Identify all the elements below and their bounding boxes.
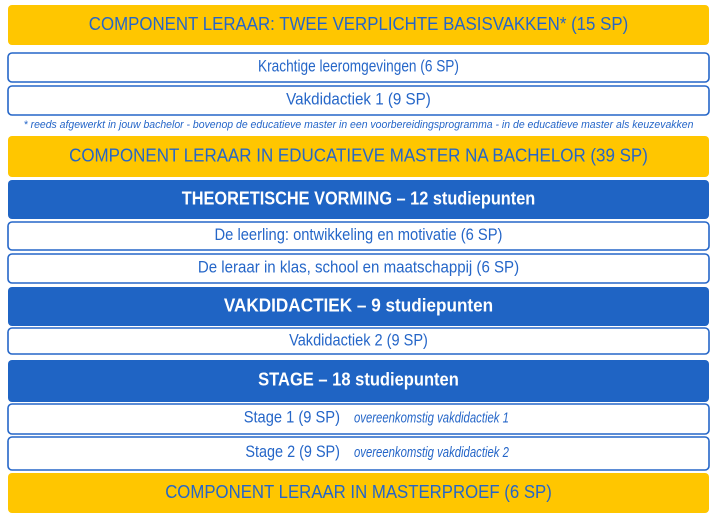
svg-text:Stage 2 (9 SP): Stage 2 (9 SP)	[245, 443, 340, 461]
svg-text:STAGE – 18 studiepunten: STAGE – 18 studiepunten	[258, 370, 459, 390]
svg-text:Stage 1 (9 SP): Stage 1 (9 SP)	[244, 409, 340, 427]
svg-text:VAKDIDACTIEK – 9 studiepunten: VAKDIDACTIEK – 9 studiepunten	[224, 296, 493, 316]
svg-text:COMPONENT LERAAR: TWEE VERPLIC: COMPONENT LERAAR: TWEE VERPLICHTE BASISV…	[89, 13, 628, 34]
svg-text:COMPONENT LERAAR IN EDUCATIEVE: COMPONENT LERAAR IN EDUCATIEVE MASTER NA…	[69, 145, 648, 166]
svg-text:De leerling: ontwikkeling en m: De leerling: ontwikkeling en motivatie (…	[215, 226, 503, 244]
svg-text:Vakdidactiek 1 (9 SP): Vakdidactiek 1 (9 SP)	[286, 91, 431, 109]
svg-text:Krachtige leeromgevingen (6 SP: Krachtige leeromgevingen (6 SP)	[258, 58, 459, 76]
svg-text:Vakdidactiek 2 (9 SP): Vakdidactiek 2 (9 SP)	[289, 332, 428, 350]
svg-text:* reeds afgewerkt in jouw bach: * reeds afgewerkt in jouw bachelor - bov…	[24, 119, 694, 131]
svg-text:overeenkomstig vakdidactiek 2: overeenkomstig vakdidactiek 2	[354, 445, 509, 461]
svg-text:De leraar in klas, school en m: De leraar in klas, school en maatschappi…	[198, 259, 519, 277]
svg-text:overeenkomstig vakdidactiek 1: overeenkomstig vakdidactiek 1	[354, 411, 509, 427]
svg-text:THEORETISCHE VORMING – 12 stud: THEORETISCHE VORMING – 12 studiepunten	[182, 189, 536, 209]
svg-text:COMPONENT LERAAR IN MASTERPROE: COMPONENT LERAAR IN MASTERPROEF (6 SP)	[165, 481, 552, 502]
